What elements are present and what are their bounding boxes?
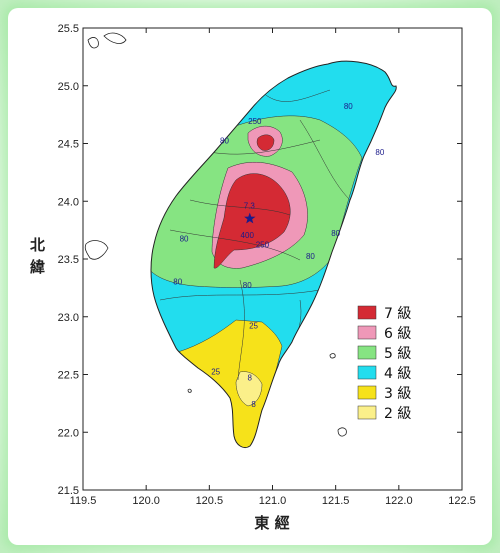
x-tick-label: 122.5 <box>448 495 476 507</box>
y-tick-label: 21.5 <box>58 485 79 497</box>
contour-label: 80 <box>375 148 384 157</box>
intensity-legend: 7 級 6 級 5 級 4 級 3 級 2 級 <box>357 305 411 422</box>
contour-label: 80 <box>331 229 340 238</box>
y-axis-title-line2: 緯 <box>30 258 45 276</box>
y-tick-label: 23.0 <box>58 312 79 324</box>
y-tick-label: 22.5 <box>58 370 79 382</box>
contour-label: 80 <box>220 137 229 146</box>
contour-label: 80 <box>306 252 315 261</box>
legend-swatch <box>357 365 377 380</box>
legend-label: 5 級 <box>384 346 411 362</box>
x-tick-label: 121.0 <box>259 495 287 507</box>
legend-swatch <box>357 345 377 360</box>
y-tick-label: 22.0 <box>58 427 79 439</box>
contour-label: 80 <box>180 235 189 244</box>
contour-label: 80 <box>344 102 353 111</box>
x-tick-label: 120.5 <box>196 495 224 507</box>
axis-ticks: 119.5 120.0 120.5 121.0 121.5 122.0 122.5 25.5 2… <box>58 23 476 507</box>
contour-label: 250 <box>256 240 270 249</box>
y-tick-label: 24.5 <box>58 139 79 151</box>
y-tick-label: 23.5 <box>58 254 79 266</box>
x-tick-label: 121.5 <box>322 495 350 507</box>
legend-label: 3 級 <box>384 386 411 402</box>
legend-swatch <box>357 305 377 320</box>
contour-label: 8 <box>248 373 253 382</box>
contour-label: 80 <box>243 281 252 290</box>
y-tick-label: 25.5 <box>58 23 79 35</box>
island-outline <box>150 60 397 449</box>
zone-2 <box>235 371 263 407</box>
offshore-islands <box>84 32 347 437</box>
legend-label: 2 級 <box>384 406 411 422</box>
y-axis-title-line1: 北 <box>30 236 45 254</box>
contour-label: 25 <box>249 321 258 330</box>
legend-swatch <box>357 405 377 420</box>
legend-label: 7 級 <box>384 306 411 322</box>
x-tick-label: 119.5 <box>70 495 97 507</box>
epicenter-star: 7.3 <box>244 202 256 224</box>
legend-label: 4 級 <box>384 366 411 382</box>
contour-label: 250 <box>248 117 262 126</box>
x-tick-label: 122.0 <box>385 495 413 507</box>
y-tick-label: 25.0 <box>58 81 79 93</box>
y-tick-label: 24.0 <box>58 196 79 208</box>
contour-label: 400 <box>241 231 255 240</box>
x-tick-label: 120.0 <box>132 495 160 507</box>
epicenter-magnitude-label: 7.3 <box>244 202 256 211</box>
zone-7-north <box>256 134 275 151</box>
legend-label: 6 級 <box>384 326 411 342</box>
contour-label: 25 <box>211 368 220 377</box>
contour-label: 8 <box>251 400 256 409</box>
x-axis-title: 東 經 <box>254 514 289 532</box>
legend-swatch <box>357 385 377 400</box>
contour-label: 80 <box>173 277 182 286</box>
legend-swatch <box>357 325 377 340</box>
